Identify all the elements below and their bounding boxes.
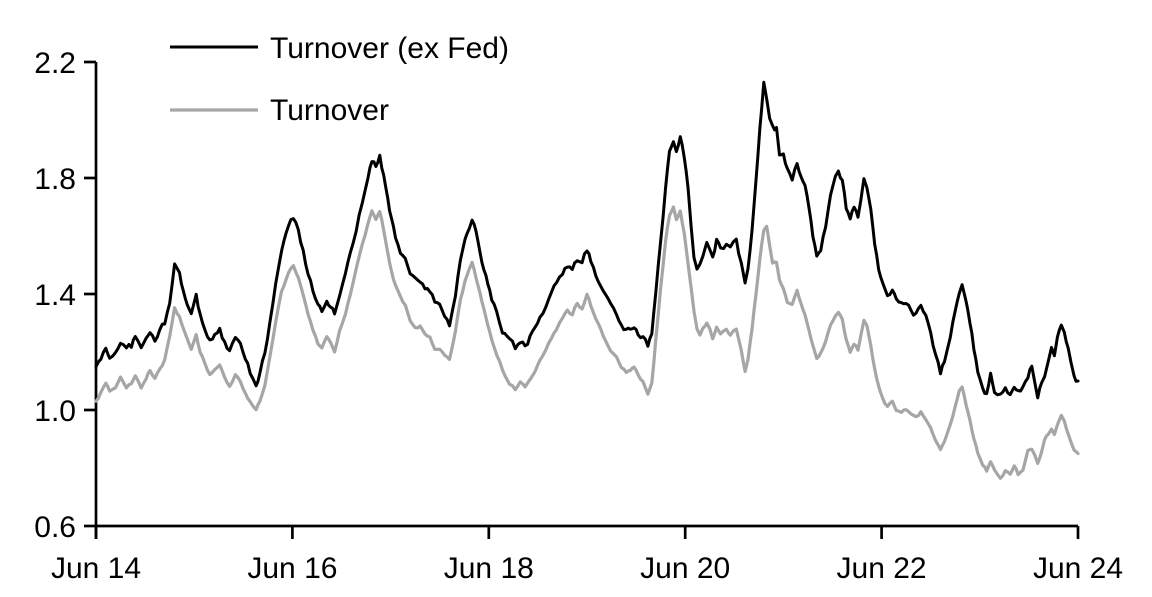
x-tick-label: Jun 14 [51,552,141,585]
y-tick-label: 0.6 [34,511,76,544]
legend: Turnover (ex Fed) Turnover [170,32,509,127]
y-tick-label: 1.8 [34,163,76,196]
x-tick-label: Jun 16 [247,552,337,585]
x-tick-label: Jun 18 [444,552,534,585]
x-tick-label: Jun 24 [1033,552,1123,585]
legend-label-turnover-ex-fed: Turnover (ex Fed) [270,32,509,65]
x-tick-label: Jun 22 [837,552,927,585]
series-lines [94,80,1080,480]
legend-label-turnover: Turnover [270,94,389,127]
x-tick-label: Jun 20 [640,552,730,585]
axes: 0.6 1.0 1.4 1.8 2.2 Jun 14 Jun 16 Jun 18 Jun 20 J… [34,47,1123,585]
series-line-turnover-ex-fed [94,80,1080,400]
y-tick-label: 2.2 [34,47,76,80]
series-line-turnover [94,205,1080,480]
y-tick-label: 1.4 [34,279,76,312]
y-tick-label: 1.0 [34,395,76,428]
